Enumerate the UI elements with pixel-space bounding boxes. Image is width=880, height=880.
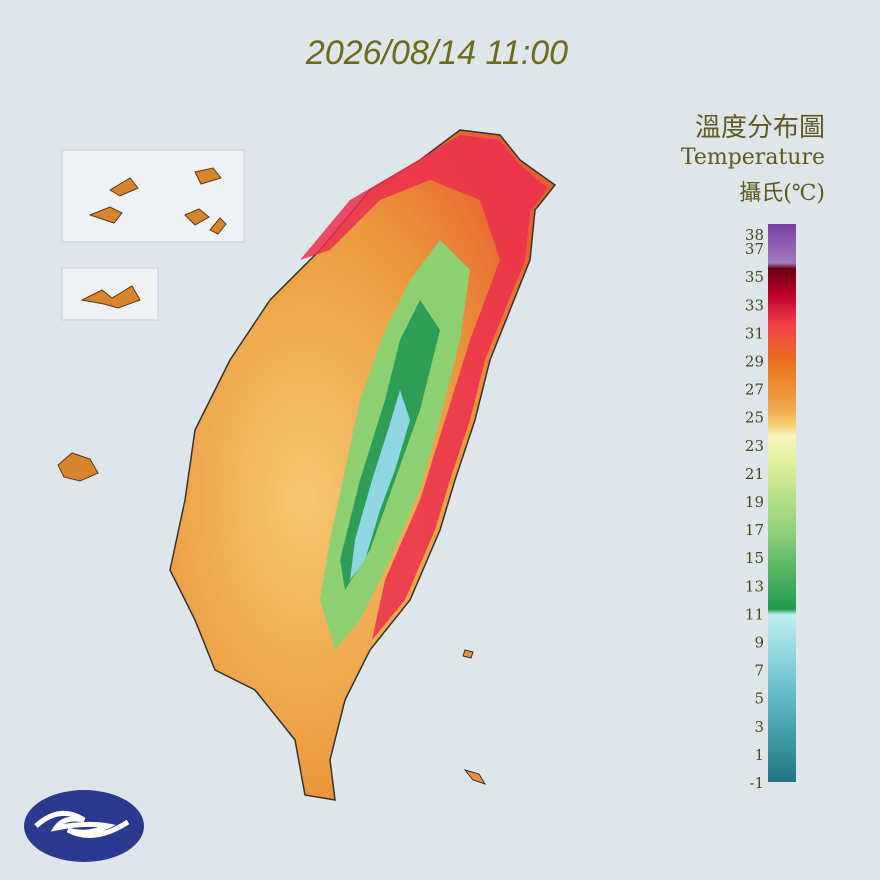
color-bar-label: 11 <box>745 605 764 623</box>
timestamp: 2026/08/14 11:00 <box>305 34 568 72</box>
color-bar <box>768 224 796 782</box>
color-bar-label: -1 <box>749 774 764 792</box>
color-bar-label: 13 <box>745 577 764 595</box>
color-bar-label: 31 <box>745 324 764 342</box>
island-shape <box>88 167 227 235</box>
color-bar-label: 38 <box>745 226 764 244</box>
legend-unit: 攝氏(℃) <box>739 181 825 206</box>
color-bar-label: 29 <box>745 352 764 370</box>
color-bar-label: 7 <box>754 662 764 680</box>
color-bar-label: 33 <box>745 296 764 314</box>
island-shape <box>462 649 487 785</box>
color-bar-label: 15 <box>745 549 764 567</box>
color-bar-label: 23 <box>745 437 764 455</box>
color-bar-label: 37 <box>745 240 764 258</box>
hot-zone <box>300 135 548 640</box>
color-bar-label: 5 <box>754 690 764 708</box>
island-shape <box>80 285 141 309</box>
color-bar-label: 21 <box>745 465 764 483</box>
island-shape <box>57 452 99 482</box>
color-bar-label: 19 <box>745 493 764 511</box>
inset-box <box>61 267 159 321</box>
color-bar-label: 25 <box>745 409 764 427</box>
color-bar-label: 9 <box>754 633 764 651</box>
peak-zone <box>350 390 410 580</box>
color-bar-label: 17 <box>745 521 764 539</box>
color-bar-label: 1 <box>754 746 764 764</box>
color-bar-label: 27 <box>745 381 764 399</box>
logo-mark <box>34 810 130 838</box>
legend-title: 溫度分布圖 <box>695 113 825 143</box>
color-bar-label: 3 <box>754 718 764 736</box>
color-bar-label: 35 <box>745 268 764 286</box>
legend-subtitle: Temperature <box>681 145 825 170</box>
